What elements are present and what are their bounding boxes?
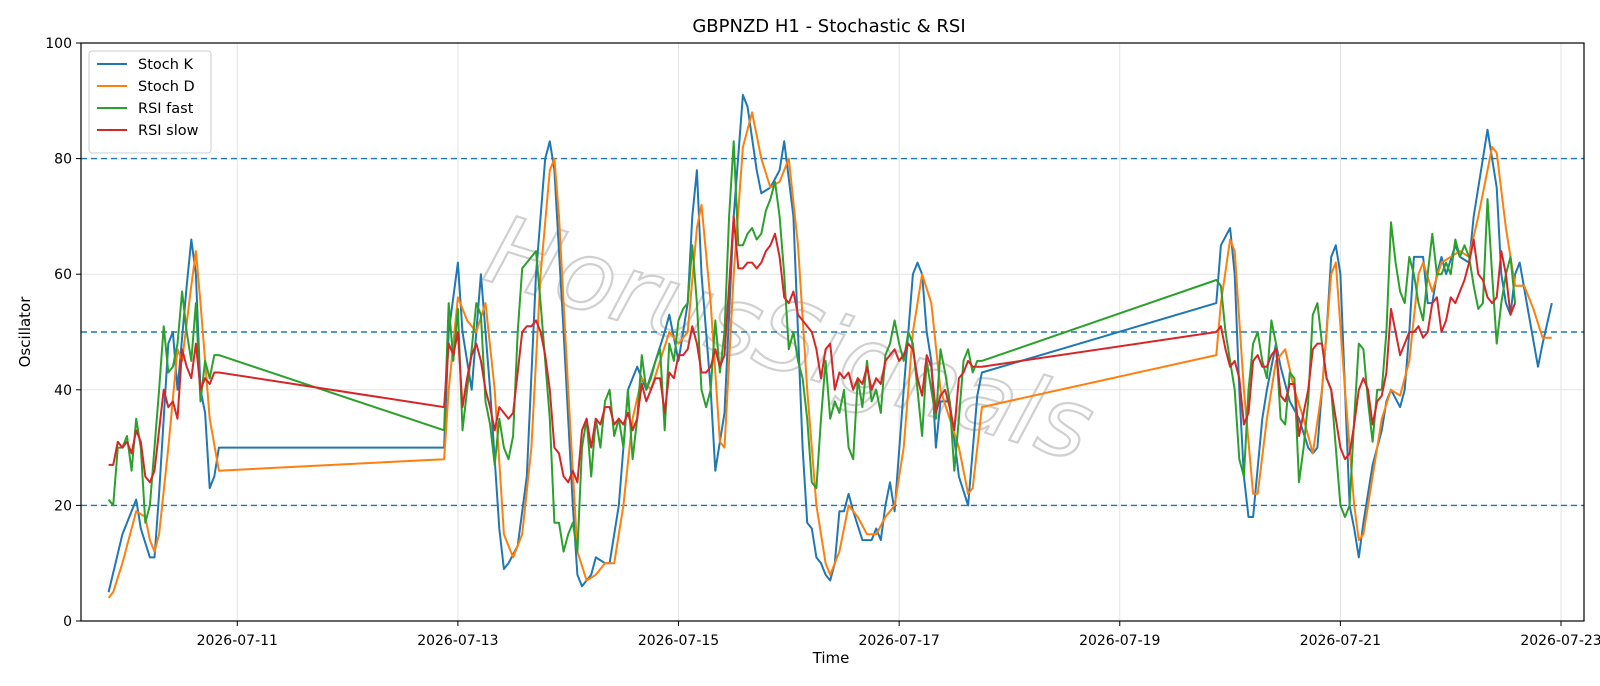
legend-box [88, 50, 212, 154]
chart-title: GBPNZD H1 - Stochastic & RSI [692, 16, 965, 37]
series-line-rsi-fast [107, 140, 1517, 553]
series-line-stoch-k [107, 94, 1553, 593]
x-tick-label: 2026-07-21 [1300, 633, 1381, 649]
y-tick-label: 20 [54, 498, 72, 514]
x-tick-label: 2026-07-23 [1520, 633, 1600, 649]
legend: Stoch K Stoch D RSI fast RSI slow [88, 50, 212, 154]
y-tick-label: 0 [63, 614, 72, 630]
legend-label-rsi-fast: RSI fast [138, 101, 194, 117]
reference-lines [81, 157, 1584, 507]
y-tick-label: 100 [45, 36, 72, 52]
x-tick-label: 2026-07-17 [858, 633, 939, 649]
legend-label-stoch-d: Stoch D [138, 79, 195, 95]
legend-label-rsi-slow: RSI slow [138, 123, 199, 139]
x-tick-label: 2026-07-11 [197, 633, 278, 649]
legend-label-stoch-k: Stoch K [138, 57, 194, 73]
x-tick-label: 2026-07-15 [638, 633, 719, 649]
x-tick-label: 2026-07-19 [1079, 633, 1160, 649]
y-tick-label: 60 [54, 267, 72, 283]
y-axis-label: Oscillator [16, 296, 34, 368]
plot-area-frame [80, 42, 1585, 622]
series-line-stoch-d [107, 111, 1552, 599]
series-lines [107, 94, 1553, 599]
x-axis-ticks: 2026-07-11 2026-07-13 2026-07-15 2026-07-17… [197, 621, 1600, 649]
x-axis-label: Time [812, 649, 850, 667]
y-axis-ticks: 0 20 40 60 80 100 [45, 36, 81, 630]
y-tick-label: 80 [54, 152, 72, 168]
x-tick-label: 2026-07-13 [417, 633, 498, 649]
series-line-rsi-slow [108, 215, 1517, 484]
y-tick-label: 40 [54, 383, 72, 399]
